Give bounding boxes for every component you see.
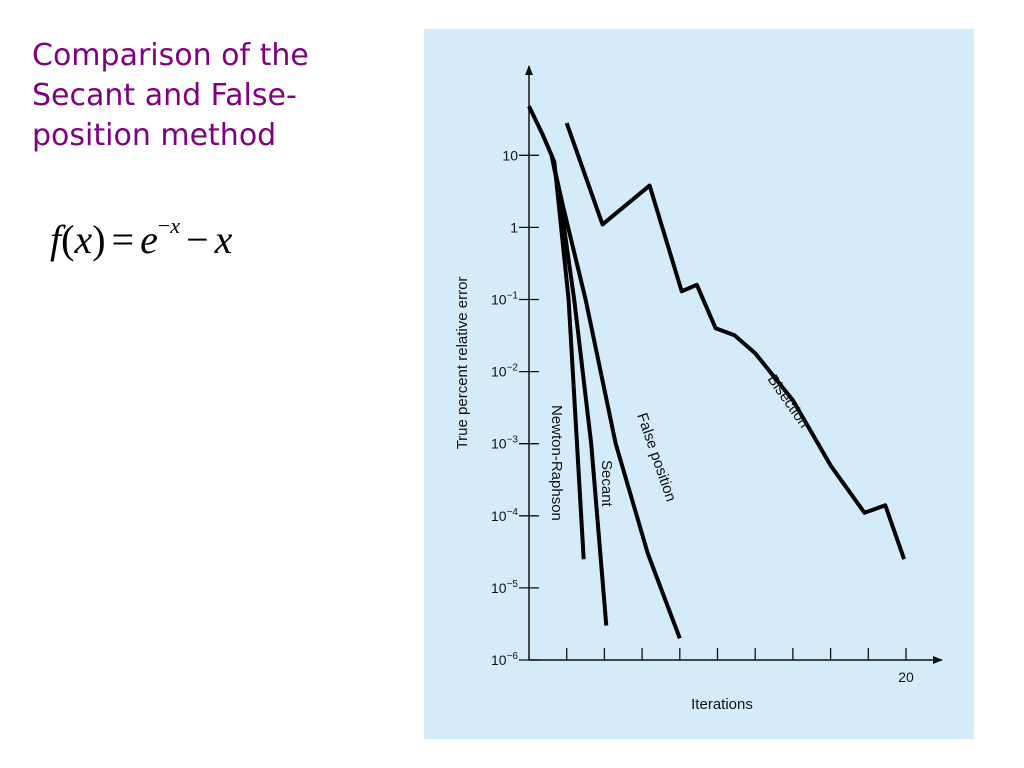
formula-base: e [140,217,158,262]
chart-panel: 10 1 10−1 10−2 10−3 10−4 10−5 10−6 20 Iteration… [424,29,974,739]
formula-tail-var: x [214,217,233,262]
series-label-false-position: False position [633,411,679,504]
convergence-chart: 10 1 10−1 10−2 10−3 10−4 10−5 10−6 20 Iteration… [454,65,943,713]
formula-exponent-sign: − [157,212,171,238]
y-tick-label-6: 10−5 [491,579,518,596]
curves [527,105,906,640]
y-tick-label-7: 10−6 [491,651,518,668]
slide-title: Comparison of the Secant and False-posit… [32,38,309,153]
formula-minus: − [186,217,209,262]
formula-exponent: −x [158,213,180,238]
series-line-bisection [564,122,906,560]
x-tick-label-20: 20 [898,669,914,685]
y-tick-label-3: 10−2 [491,363,518,380]
x-axis-label: Iterations [691,696,753,713]
formula: f(x) = e−x − x [50,212,233,262]
y-tick-label-1: 1 [510,219,518,235]
series-label-bisection: Bisection [764,372,813,432]
y-tick-label-0: 10 [502,147,518,163]
formula-exponent-var: x [170,212,181,238]
formula-argument: x [74,217,93,262]
formula-equals: = [111,217,135,262]
y-tick-label-4: 10−3 [491,435,518,452]
y-tick-label-2: 10−1 [491,291,518,308]
y-ticks: 10 1 10−1 10−2 10−3 10−4 10−5 10−6 [491,147,539,668]
formula-function: f [50,217,62,262]
y-axis-label: True percent relative error [454,277,471,450]
x-ticks [566,648,907,660]
y-tick-label-5: 10−4 [491,507,518,524]
series-label-secant: Secant [598,460,615,508]
series-line-false-position [549,154,682,640]
series-label-newton-raphson: Newton-Raphson [548,405,565,521]
